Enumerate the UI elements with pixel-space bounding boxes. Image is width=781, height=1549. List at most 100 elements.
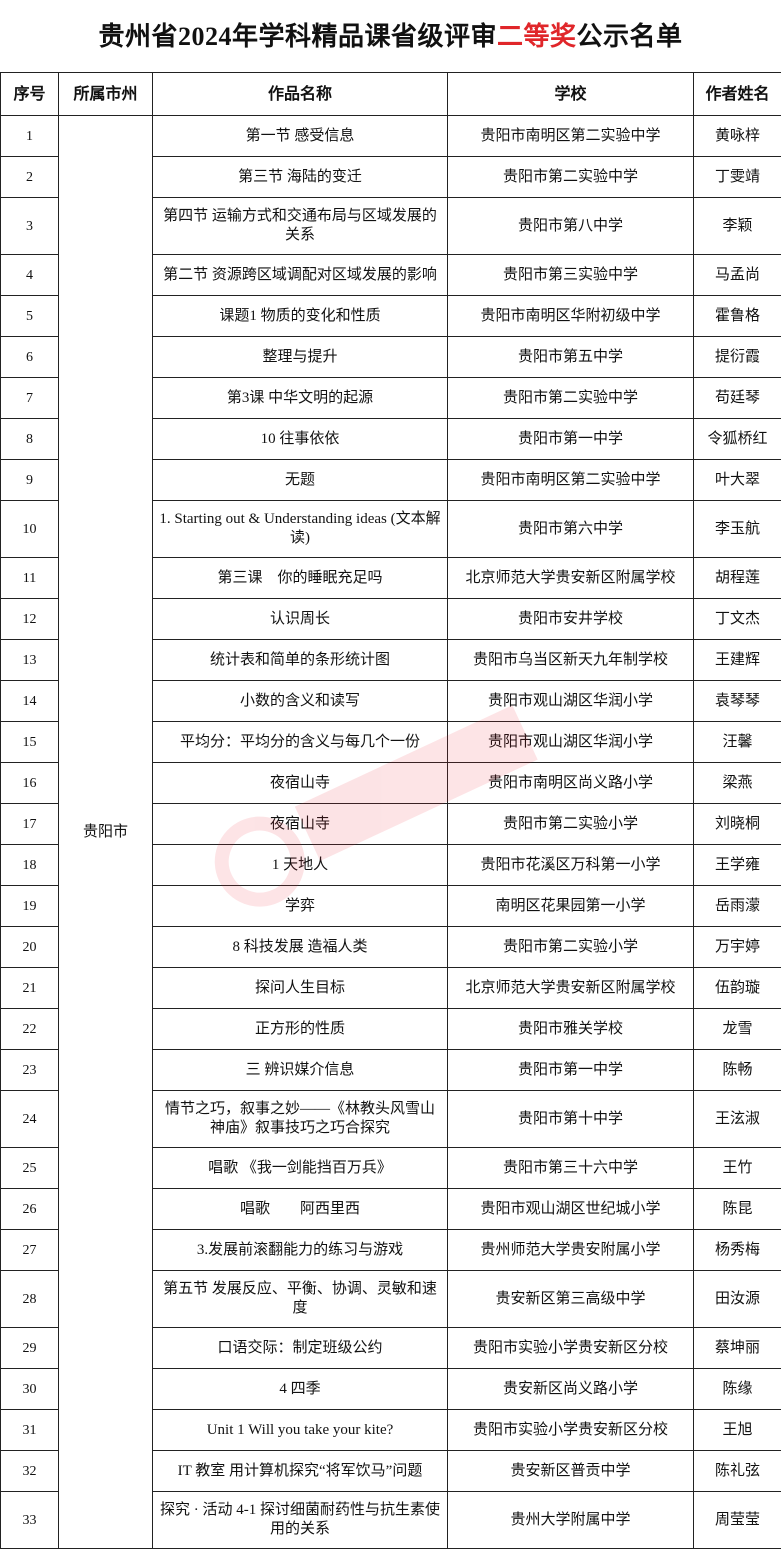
cell-seq: 5 [1, 296, 59, 337]
cell-school: 贵阳市观山湖区世纪城小学 [448, 1189, 694, 1230]
cell-school: 贵阳市第二实验小学 [448, 927, 694, 968]
cell-author: 陈畅 [694, 1050, 781, 1091]
cell-seq: 15 [1, 722, 59, 763]
cell-seq: 29 [1, 1328, 59, 1369]
header-city: 所属市州 [59, 73, 153, 116]
cell-work: 唱歌 《我一剑能挡百万兵》 [153, 1148, 448, 1189]
cell-school: 贵阳市雅关学校 [448, 1009, 694, 1050]
cell-school: 贵阳市南明区第二实验中学 [448, 460, 694, 501]
cell-school: 贵阳市乌当区新天九年制学校 [448, 640, 694, 681]
cell-author: 王旭 [694, 1410, 781, 1451]
cell-work: 正方形的性质 [153, 1009, 448, 1050]
cell-school: 北京师范大学贵安新区附属学校 [448, 968, 694, 1009]
cell-work: Unit 1 Will you take your kite? [153, 1410, 448, 1451]
cell-author: 提衍霞 [694, 337, 781, 378]
cell-school: 贵阳市南明区尚义路小学 [448, 763, 694, 804]
cell-work: 第三节 海陆的变迁 [153, 157, 448, 198]
cell-author: 王建辉 [694, 640, 781, 681]
cell-seq: 22 [1, 1009, 59, 1050]
cell-school: 贵州师范大学贵安附属小学 [448, 1230, 694, 1271]
cell-author: 苟廷琴 [694, 378, 781, 419]
cell-seq: 18 [1, 845, 59, 886]
cell-city: 贵阳市 [59, 116, 153, 1549]
cell-work: 唱歌 阿西里西 [153, 1189, 448, 1230]
cell-seq: 10 [1, 501, 59, 558]
cell-author: 李颖 [694, 198, 781, 255]
cell-work: 第3课 中华文明的起源 [153, 378, 448, 419]
cell-author: 陈缘 [694, 1369, 781, 1410]
cell-author: 王学雍 [694, 845, 781, 886]
cell-work: 1 天地人 [153, 845, 448, 886]
cell-work: 认识周长 [153, 599, 448, 640]
cell-work: 探问人生目标 [153, 968, 448, 1009]
cell-author: 王竹 [694, 1148, 781, 1189]
cell-author: 万宇婷 [694, 927, 781, 968]
cell-work: 8 科技发展 造福人类 [153, 927, 448, 968]
cell-work: 探究 · 活动 4-1 探讨细菌耐药性与抗生素使用的关系 [153, 1492, 448, 1549]
cell-author: 汪馨 [694, 722, 781, 763]
cell-work: 学弈 [153, 886, 448, 927]
title-highlight: 二等奖 [497, 22, 577, 51]
cell-work: 整理与提升 [153, 337, 448, 378]
cell-work: IT 教室 用计算机探究“将军饮马”问题 [153, 1451, 448, 1492]
cell-seq: 26 [1, 1189, 59, 1230]
cell-seq: 11 [1, 558, 59, 599]
cell-school: 贵安新区第三高级中学 [448, 1271, 694, 1328]
cell-school: 贵阳市第十中学 [448, 1091, 694, 1148]
cell-author: 梁燕 [694, 763, 781, 804]
cell-author: 霍鲁格 [694, 296, 781, 337]
cell-author: 刘晓桐 [694, 804, 781, 845]
cell-author: 马孟尚 [694, 255, 781, 296]
cell-author: 陈礼弦 [694, 1451, 781, 1492]
cell-school: 贵阳市南明区第二实验中学 [448, 116, 694, 157]
cell-school: 贵阳市第六中学 [448, 501, 694, 558]
cell-school: 南明区花果园第一小学 [448, 886, 694, 927]
cell-work: 第四节 运输方式和交通布局与区域发展的关系 [153, 198, 448, 255]
cell-author: 袁琴琴 [694, 681, 781, 722]
cell-author: 蔡坤丽 [694, 1328, 781, 1369]
cell-seq: 32 [1, 1451, 59, 1492]
cell-author: 王泫淑 [694, 1091, 781, 1148]
cell-school: 贵安新区普贡中学 [448, 1451, 694, 1492]
cell-school: 贵阳市第二实验中学 [448, 378, 694, 419]
cell-work: 1. Starting out & Understanding ideas (文… [153, 501, 448, 558]
header-school: 学校 [448, 73, 694, 116]
cell-school: 贵州大学附属中学 [448, 1492, 694, 1549]
cell-seq: 30 [1, 1369, 59, 1410]
cell-work: 平均分：平均分的含义与每几个一份 [153, 722, 448, 763]
cell-work: 夜宿山寺 [153, 804, 448, 845]
cell-school: 贵安新区尚义路小学 [448, 1369, 694, 1410]
cell-school: 贵阳市第一中学 [448, 1050, 694, 1091]
cell-seq: 31 [1, 1410, 59, 1451]
cell-work: 3.发展前滚翻能力的练习与游戏 [153, 1230, 448, 1271]
cell-work: 第五节 发展反应、平衡、协调、灵敏和速度 [153, 1271, 448, 1328]
cell-work: 课题1 物质的变化和性质 [153, 296, 448, 337]
header-work: 作品名称 [153, 73, 448, 116]
cell-work: 夜宿山寺 [153, 763, 448, 804]
cell-seq: 13 [1, 640, 59, 681]
cell-seq: 2 [1, 157, 59, 198]
cell-work: 小数的含义和读写 [153, 681, 448, 722]
cell-school: 贵阳市实验小学贵安新区分校 [448, 1328, 694, 1369]
cell-seq: 12 [1, 599, 59, 640]
cell-author: 黄咏梓 [694, 116, 781, 157]
cell-author: 叶大翠 [694, 460, 781, 501]
cell-school: 贵阳市南明区华附初级中学 [448, 296, 694, 337]
cell-seq: 27 [1, 1230, 59, 1271]
cell-seq: 9 [1, 460, 59, 501]
cell-work: 4 四季 [153, 1369, 448, 1410]
cell-author: 丁文杰 [694, 599, 781, 640]
cell-seq: 6 [1, 337, 59, 378]
cell-author: 胡程莲 [694, 558, 781, 599]
cell-school: 贵阳市第八中学 [448, 198, 694, 255]
cell-seq: 23 [1, 1050, 59, 1091]
cell-seq: 16 [1, 763, 59, 804]
cell-work: 情节之巧，叙事之妙——《林教头风雪山神庙》叙事技巧之巧合探究 [153, 1091, 448, 1148]
cell-seq: 25 [1, 1148, 59, 1189]
header-seq: 序号 [1, 73, 59, 116]
cell-school: 贵阳市安井学校 [448, 599, 694, 640]
cell-work: 10 往事依依 [153, 419, 448, 460]
cell-school: 贵阳市第三实验中学 [448, 255, 694, 296]
